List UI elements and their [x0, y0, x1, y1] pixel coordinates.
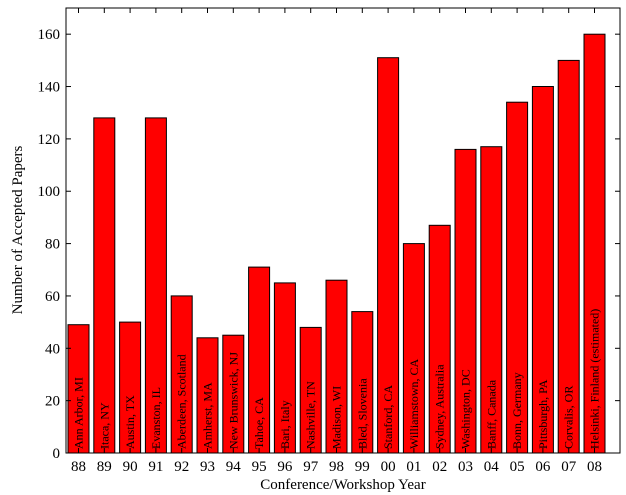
x-tick-label: 89: [97, 459, 112, 475]
bar-label: Madison, WI: [330, 386, 344, 449]
bar-label: Sydney, Australia: [433, 364, 447, 449]
x-tick-label: 98: [329, 459, 344, 475]
y-tick-label: 100: [38, 184, 61, 200]
bar-label: Nashville, TN: [304, 381, 318, 449]
x-tick-label: 91: [148, 459, 163, 475]
bars-group: Ann Arbor, MI Itaca, NY Austin, TX Evanston…: [67, 33, 606, 454]
bar-label: Aberdeen, Scotland: [175, 354, 189, 449]
x-tick-label: 03: [458, 459, 473, 475]
y-tick-label: 140: [38, 80, 61, 96]
x-tick-label: 07: [561, 459, 577, 475]
x-tick-label: 08: [587, 459, 602, 475]
bar-label: Helsinki, Finland (estimated): [588, 309, 602, 449]
bar-label: Washington, DC: [459, 369, 473, 449]
y-axis-title: Number of Accepted Papers: [10, 145, 26, 314]
y-tick-label: 0: [53, 446, 61, 462]
bar-label: Amherst, MA: [201, 382, 215, 449]
x-tick-label: 93: [200, 459, 215, 475]
x-tick-label: 00: [381, 459, 396, 475]
bar-label: Williamstown, CA: [407, 358, 421, 449]
bar-label: Banff, Canada: [484, 379, 498, 449]
x-tick-label: 99: [355, 459, 370, 475]
y-tick-label: 80: [45, 237, 60, 253]
bar-label: Bari, Italy: [278, 400, 292, 449]
x-tick-label: 06: [535, 459, 551, 475]
x-tick-label: 05: [510, 459, 525, 475]
bar-label: New Brunswick, NJ: [226, 352, 240, 449]
axis-ticks-group: 88 89 90 91 92 93 94 95 96 97 98 99 00 01 02 03 04 05 06 07…: [38, 8, 620, 475]
bar-label: Evanston, IL: [149, 387, 163, 449]
x-tick-label: 96: [277, 459, 293, 475]
bar-label: Pittsburgh, PA: [536, 379, 550, 449]
x-tick-label: 92: [174, 459, 189, 475]
bar-label: Corvalis, OR: [562, 386, 576, 449]
x-tick-label: 90: [123, 459, 138, 475]
y-tick-label: 40: [45, 341, 60, 357]
y-tick-label: 60: [45, 289, 60, 305]
x-tick-label: 01: [406, 459, 421, 475]
y-tick-label: 160: [38, 27, 61, 43]
bar-label: Austin, TX: [123, 395, 137, 449]
x-axis-title: Conference/Workshop Year: [260, 477, 425, 493]
x-tick-label: 97: [303, 459, 319, 475]
x-tick-label: 94: [226, 459, 242, 475]
x-tick-label: 04: [484, 459, 500, 475]
bar-label: Itaca, NY: [97, 402, 111, 449]
y-tick-label: 20: [45, 394, 60, 410]
x-tick-label: 02: [432, 459, 447, 475]
x-tick-label: 95: [252, 459, 267, 475]
x-tick-label: 88: [71, 459, 86, 475]
bar-label: Ann Arbor, MI: [72, 377, 86, 449]
y-tick-label: 120: [38, 132, 61, 148]
bar-label: Bled, Slovenia: [355, 378, 369, 449]
bar-label: Stanford, CA: [381, 385, 395, 449]
bar-label: Tahoe, CA: [252, 397, 266, 449]
bar-label: Bonn, Germany: [510, 372, 524, 449]
